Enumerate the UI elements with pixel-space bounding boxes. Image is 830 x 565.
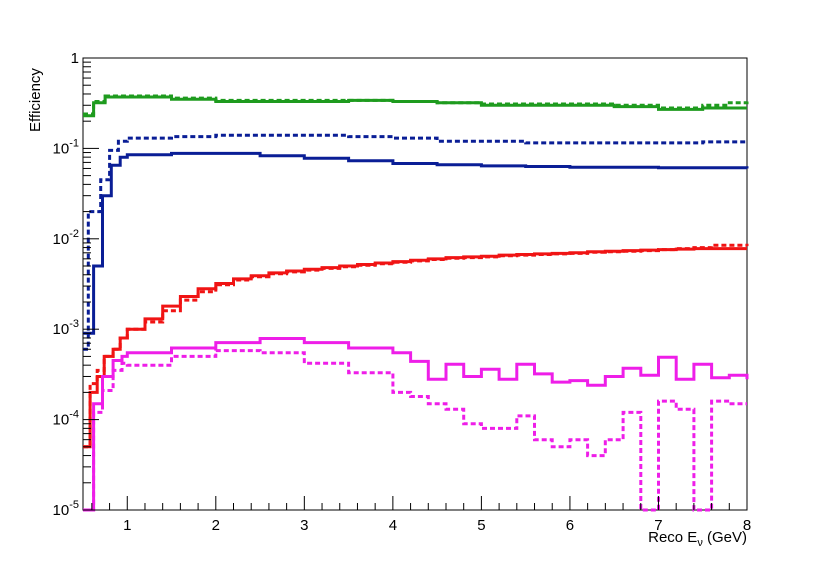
y-tick-exponent: -5 [69, 499, 79, 511]
series-line-4-dashed [83, 133, 749, 351]
y-axis-title: Efficiency [27, 68, 44, 132]
y-tick-label: 10-5 [53, 499, 79, 519]
y-tick-exponent: -2 [69, 228, 79, 240]
x-axis-title-sub: ν [697, 537, 703, 549]
y-tick-base: 10 [53, 412, 70, 429]
x-tick-label: 7 [654, 517, 662, 534]
y-tick-base: 10 [53, 502, 70, 519]
x-axis-title-suffix: (GeV) [703, 529, 747, 546]
y-tick-exponent: -4 [69, 409, 79, 421]
x-tick-label: 8 [743, 517, 751, 534]
y-tick-label: 10-4 [53, 409, 79, 429]
x-tick-label: 5 [477, 517, 485, 534]
series-line-3-solid [83, 151, 749, 335]
series-line-6-dashed [83, 243, 749, 449]
x-tick-label: 6 [566, 517, 574, 534]
y-tick-base: 10 [53, 231, 70, 248]
series-line-7-solid [83, 337, 749, 512]
y-tick-exponent: -3 [69, 318, 79, 330]
series-line-8-dashed [83, 349, 747, 512]
x-tick-label: 4 [389, 517, 397, 534]
y-tick-label: 10-2 [53, 228, 79, 248]
y-tick-label: 10-1 [53, 137, 79, 157]
x-axis-title: Reco Eν (GeV) [648, 529, 747, 549]
series-layer [83, 94, 749, 512]
y-tick-exponent: -1 [69, 137, 79, 149]
plot-frame [82, 57, 748, 511]
x-tick-label: 1 [123, 517, 131, 534]
series-line-2-dashed [83, 94, 749, 116]
x-axis-title-prefix: Reco E [648, 529, 697, 546]
y-tick-label: 1 [71, 50, 79, 67]
x-tick-label: 2 [212, 517, 220, 534]
y-tick-base: 1 [71, 50, 79, 67]
y-tick-base: 10 [53, 140, 70, 157]
y-tick-base: 10 [53, 321, 70, 338]
y-tick-label: 10-3 [53, 318, 79, 338]
x-tick-label: 3 [300, 517, 308, 534]
